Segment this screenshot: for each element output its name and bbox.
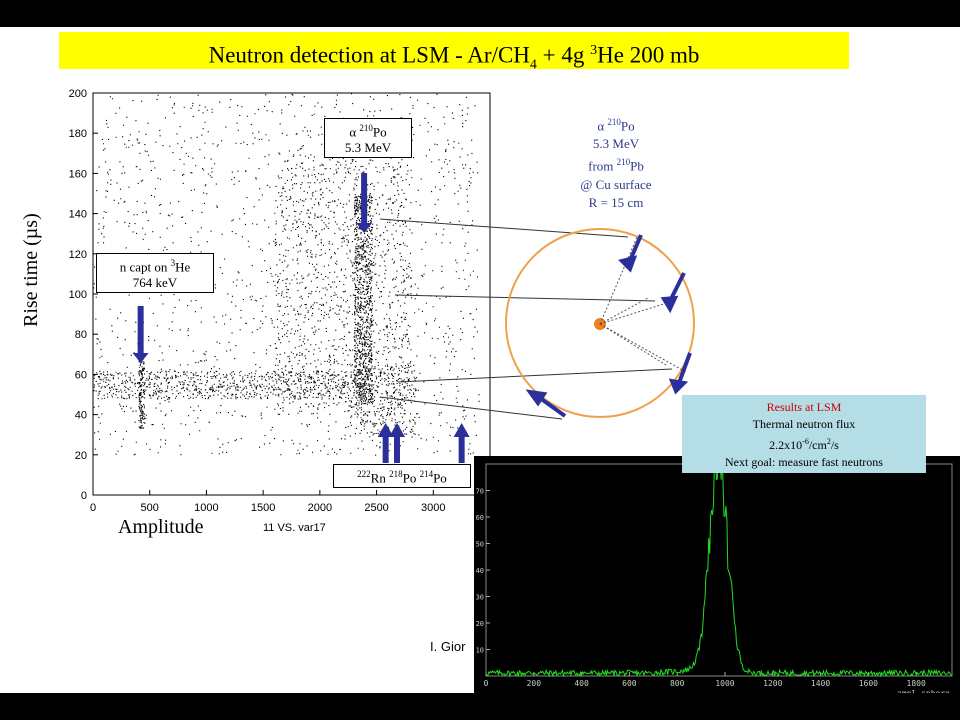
alpha-po-label-box: α 210Po 5.3 MeV: [324, 118, 412, 159]
hist-y-tick: 30: [476, 594, 484, 602]
connector-lines: [379, 218, 673, 420]
x-tick-label: 2000: [308, 502, 332, 514]
y-tick-label: 160: [69, 168, 87, 180]
y-tick-label: 80: [75, 329, 87, 341]
hist-y-tick: 70: [476, 488, 484, 496]
hist-x-tick: 600: [622, 679, 637, 688]
hist-y-tick: 20: [476, 620, 484, 628]
hist-x-tick: 800: [670, 679, 685, 688]
x-tick-label: 1000: [194, 502, 218, 514]
connector-line-1: [379, 218, 629, 238]
scatter-frame: [92, 92, 491, 496]
alpha-track-arrows: [525, 234, 692, 418]
author-credit: I. Gior: [430, 639, 466, 654]
scatter-arrows: [132, 173, 470, 463]
results-line-1: Thermal neutron flux: [752, 417, 856, 431]
ncapt-label-box: n capt on 3He 764 keV: [96, 253, 214, 294]
y-tick-label: 60: [75, 369, 87, 381]
x-tick-label: 2500: [364, 502, 388, 514]
hist-xlabel: ampl-sphere: [897, 689, 950, 693]
y-tick-label: 140: [69, 209, 87, 221]
connector-line-4: [379, 396, 563, 420]
marker-arrow: [458, 435, 465, 463]
connector-line-3: [397, 368, 673, 383]
histogram-plot: 0 200 400 600 800 1000 1200 1400 1600 1800 10 20 30 4…: [476, 431, 953, 693]
results-line-2: 2.2x10-6/cm2/s: [769, 437, 839, 452]
y-tick-label: 100: [69, 289, 87, 301]
hist-y-tick: 60: [476, 514, 484, 522]
marker-arrow: [393, 435, 400, 463]
hist-y-tick: 40: [476, 567, 484, 575]
hist-x-tick: 400: [574, 679, 589, 688]
rn-po-label-box: 222Rn 218Po 214Po: [333, 464, 471, 489]
results-heading: Results at LSM: [766, 400, 842, 414]
marker-arrow: [382, 435, 389, 463]
marker-arrow: [137, 306, 144, 355]
po-description: α 210Po 5.3 MeV from 210Pb @ Cu surface …: [580, 117, 652, 210]
scatter-xlabel: Amplitude: [118, 516, 204, 538]
hist-x-tick: 1000: [715, 679, 734, 688]
hist-x-tick: 1200: [763, 679, 782, 688]
scatter-dots: [93, 93, 480, 456]
scatter-plot: 0 500 1000 1500 2000 2500 3000 0 20 40 60 80 100 120 1…: [69, 88, 695, 514]
x-tick-label: 500: [141, 502, 159, 514]
hist-frame: [485, 463, 953, 677]
y-tick-label: 180: [69, 128, 87, 140]
x-tick-label: 0: [90, 502, 96, 514]
hist-x-tick: 1800: [907, 679, 926, 688]
y-tick-label: 200: [69, 88, 87, 100]
hist-y-tick: 50: [476, 541, 484, 549]
x-tick-label: 1500: [251, 502, 275, 514]
y-tick-label: 0: [81, 490, 87, 502]
results-box: Results at LSM Thermal neutron flux 2.2x…: [682, 395, 926, 473]
hist-x-tick: 1600: [859, 679, 878, 688]
y-tick-label: 20: [75, 450, 87, 462]
slide: Neutron detection at LSM - Ar/CH4 + 4g 3…: [0, 27, 960, 693]
histogram-panel: 0 200 400 600 800 1000 1200 1400 1600 1800 10 20 30 4…: [474, 431, 960, 693]
slide-title: Neutron detection at LSM - Ar/CH4 + 4g 3…: [59, 32, 849, 72]
cu-sphere-diagram: [505, 228, 695, 418]
connector-line-2: [394, 294, 656, 302]
hist-x-tick: 0: [484, 679, 489, 688]
x-tick-label: 3000: [421, 502, 445, 514]
y-tick-label: 120: [69, 249, 87, 261]
results-line-3: Next goal: measure fast neutrons: [725, 455, 883, 469]
cu-sphere-circle: [505, 228, 695, 418]
hist-x-tick: 200: [527, 679, 542, 688]
hist-x-tick: 1400: [811, 679, 830, 688]
y-tick-label: 40: [75, 410, 87, 422]
scatter-note: 11 VS. var17: [263, 522, 326, 534]
hist-series-line: [485, 431, 952, 678]
hist-y-tick: 10: [476, 647, 484, 655]
scatter-points: [93, 93, 480, 456]
marker-arrow: [361, 173, 368, 225]
scatter-axes: 0 500 1000 1500 2000 2500 3000 0 20 40 60 80 100 120 1…: [69, 88, 446, 514]
